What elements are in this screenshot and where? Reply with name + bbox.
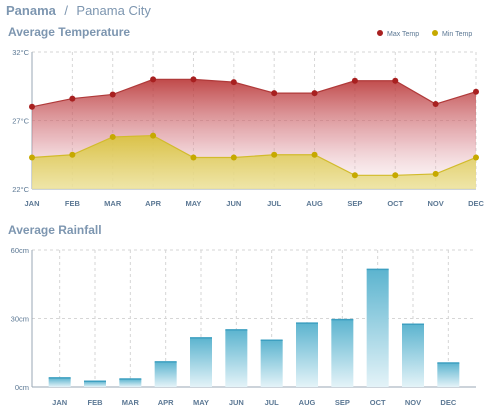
- rainfall-bar: [48, 377, 71, 387]
- max-temp-point: [351, 77, 358, 84]
- rainfall-x-tick: JUL: [265, 398, 280, 407]
- min-temp-line: [31, 134, 477, 176]
- temperature-chart-title: Average Temperature: [8, 25, 130, 39]
- legend-max-label: Max Temp: [387, 31, 419, 38]
- temperature-legend: Max Temp Min Temp: [377, 30, 472, 38]
- max-temp-point: [473, 88, 479, 95]
- max-temp-point: [150, 76, 157, 83]
- min-temp-point: [432, 170, 439, 177]
- rainfall-x-tick: FEB: [88, 398, 104, 407]
- temperature-y-ticks: 32°C 27°C 22°C: [12, 48, 29, 194]
- rainfall-bar: [190, 337, 212, 387]
- rainfall-bar: [331, 319, 354, 387]
- rainfall-x-tick: MAR: [122, 398, 140, 407]
- rainfall-bar: [260, 340, 283, 387]
- min-temp-point: [150, 132, 157, 139]
- rainfall-x-tick: JAN: [52, 398, 67, 407]
- rainfall-bar: [296, 323, 318, 387]
- rainfall-x-tick: OCT: [370, 398, 386, 407]
- rainfall-x-tick: APR: [158, 398, 174, 407]
- max-temp-point: [311, 90, 318, 97]
- legend-min-marker: [432, 30, 438, 36]
- min-temp-point: [392, 172, 399, 179]
- rainfall-x-tick: MAY: [193, 398, 209, 407]
- min-temp-point: [190, 154, 197, 161]
- rainfall-y-tick: 0cm: [15, 383, 29, 392]
- rainfall-y-ticks: 60cm 30cm 0cm: [11, 246, 29, 392]
- min-temp-point: [351, 172, 358, 179]
- max-temp-point: [29, 103, 35, 110]
- title-separator: /: [64, 3, 68, 18]
- min-temp-point: [69, 151, 76, 158]
- temperature-y-tick: 22°C: [12, 185, 29, 194]
- temperature-x-tick: DEC: [468, 199, 484, 208]
- temperature-y-tick: 27°C: [12, 117, 29, 126]
- temperature-x-tick: MAY: [185, 199, 201, 208]
- min-temp-point: [109, 133, 116, 140]
- min-temp-point: [473, 154, 479, 161]
- temperature-x-tick: JAN: [24, 199, 39, 208]
- rainfall-x-tick: JUN: [229, 398, 244, 407]
- min-temp-point: [311, 151, 318, 158]
- rainfall-bar: [437, 363, 460, 387]
- rainfall-x-tick: DEC: [440, 398, 456, 407]
- rainfall-y-tick: 60cm: [11, 246, 29, 255]
- temperature-y-tick: 32°C: [12, 48, 29, 57]
- temperature-x-ticks: JAN FEB MAR APR MAY JUN JUL AUG SEP OCT NOV DEC: [24, 199, 484, 208]
- rainfall-bar: [402, 324, 424, 387]
- rainfall-bar: [84, 381, 106, 387]
- rainfall-x-tick: NOV: [405, 398, 421, 407]
- rainfall-bar: [119, 379, 142, 387]
- rainfall-x-tick: SEP: [335, 398, 350, 407]
- rainfall-bars: [48, 268, 460, 387]
- rainfall-chart-title: Average Rainfall: [8, 223, 102, 237]
- temperature-x-tick: JUN: [226, 199, 241, 208]
- max-temp-point: [230, 79, 237, 86]
- max-temp-point: [190, 76, 197, 83]
- max-temp-point: [432, 101, 439, 108]
- rainfall-x-ticks: JAN FEB MAR APR MAY JUN JUL AUG SEP OCT NOV DEC: [52, 398, 457, 407]
- temperature-x-tick: JUL: [267, 199, 282, 208]
- temperature-x-tick: MAR: [104, 199, 122, 208]
- temperature-x-tick: APR: [145, 199, 161, 208]
- temperature-x-tick: AUG: [306, 199, 323, 208]
- page-title: Panama / Panama City: [6, 2, 151, 19]
- temperature-x-tick: NOV: [428, 199, 444, 208]
- rainfall-x-tick: AUG: [299, 398, 316, 407]
- rainfall-y-tick: 30cm: [11, 315, 29, 324]
- temperature-points: [29, 76, 479, 179]
- max-temp-point: [392, 77, 399, 84]
- max-temp-point: [69, 95, 76, 102]
- legend-max-marker: [377, 30, 383, 36]
- rainfall-bar: [154, 361, 177, 387]
- max-temp-line: [31, 78, 477, 108]
- temperature-x-tick: FEB: [65, 199, 81, 208]
- temperature-x-tick: OCT: [387, 199, 403, 208]
- min-temp-point: [271, 151, 278, 158]
- rainfall-bar: [366, 269, 389, 387]
- temperature-x-tick: SEP: [347, 199, 362, 208]
- min-temp-point: [29, 154, 35, 161]
- max-temp-point: [109, 91, 116, 98]
- max-temp-point: [271, 90, 278, 97]
- temperature-areas: [31, 78, 477, 189]
- min-temp-point: [230, 154, 237, 161]
- rainfall-bar: [225, 329, 248, 387]
- legend-min-label: Min Temp: [442, 31, 472, 38]
- country-name: Panama: [6, 3, 57, 18]
- city-name: Panama City: [76, 3, 151, 18]
